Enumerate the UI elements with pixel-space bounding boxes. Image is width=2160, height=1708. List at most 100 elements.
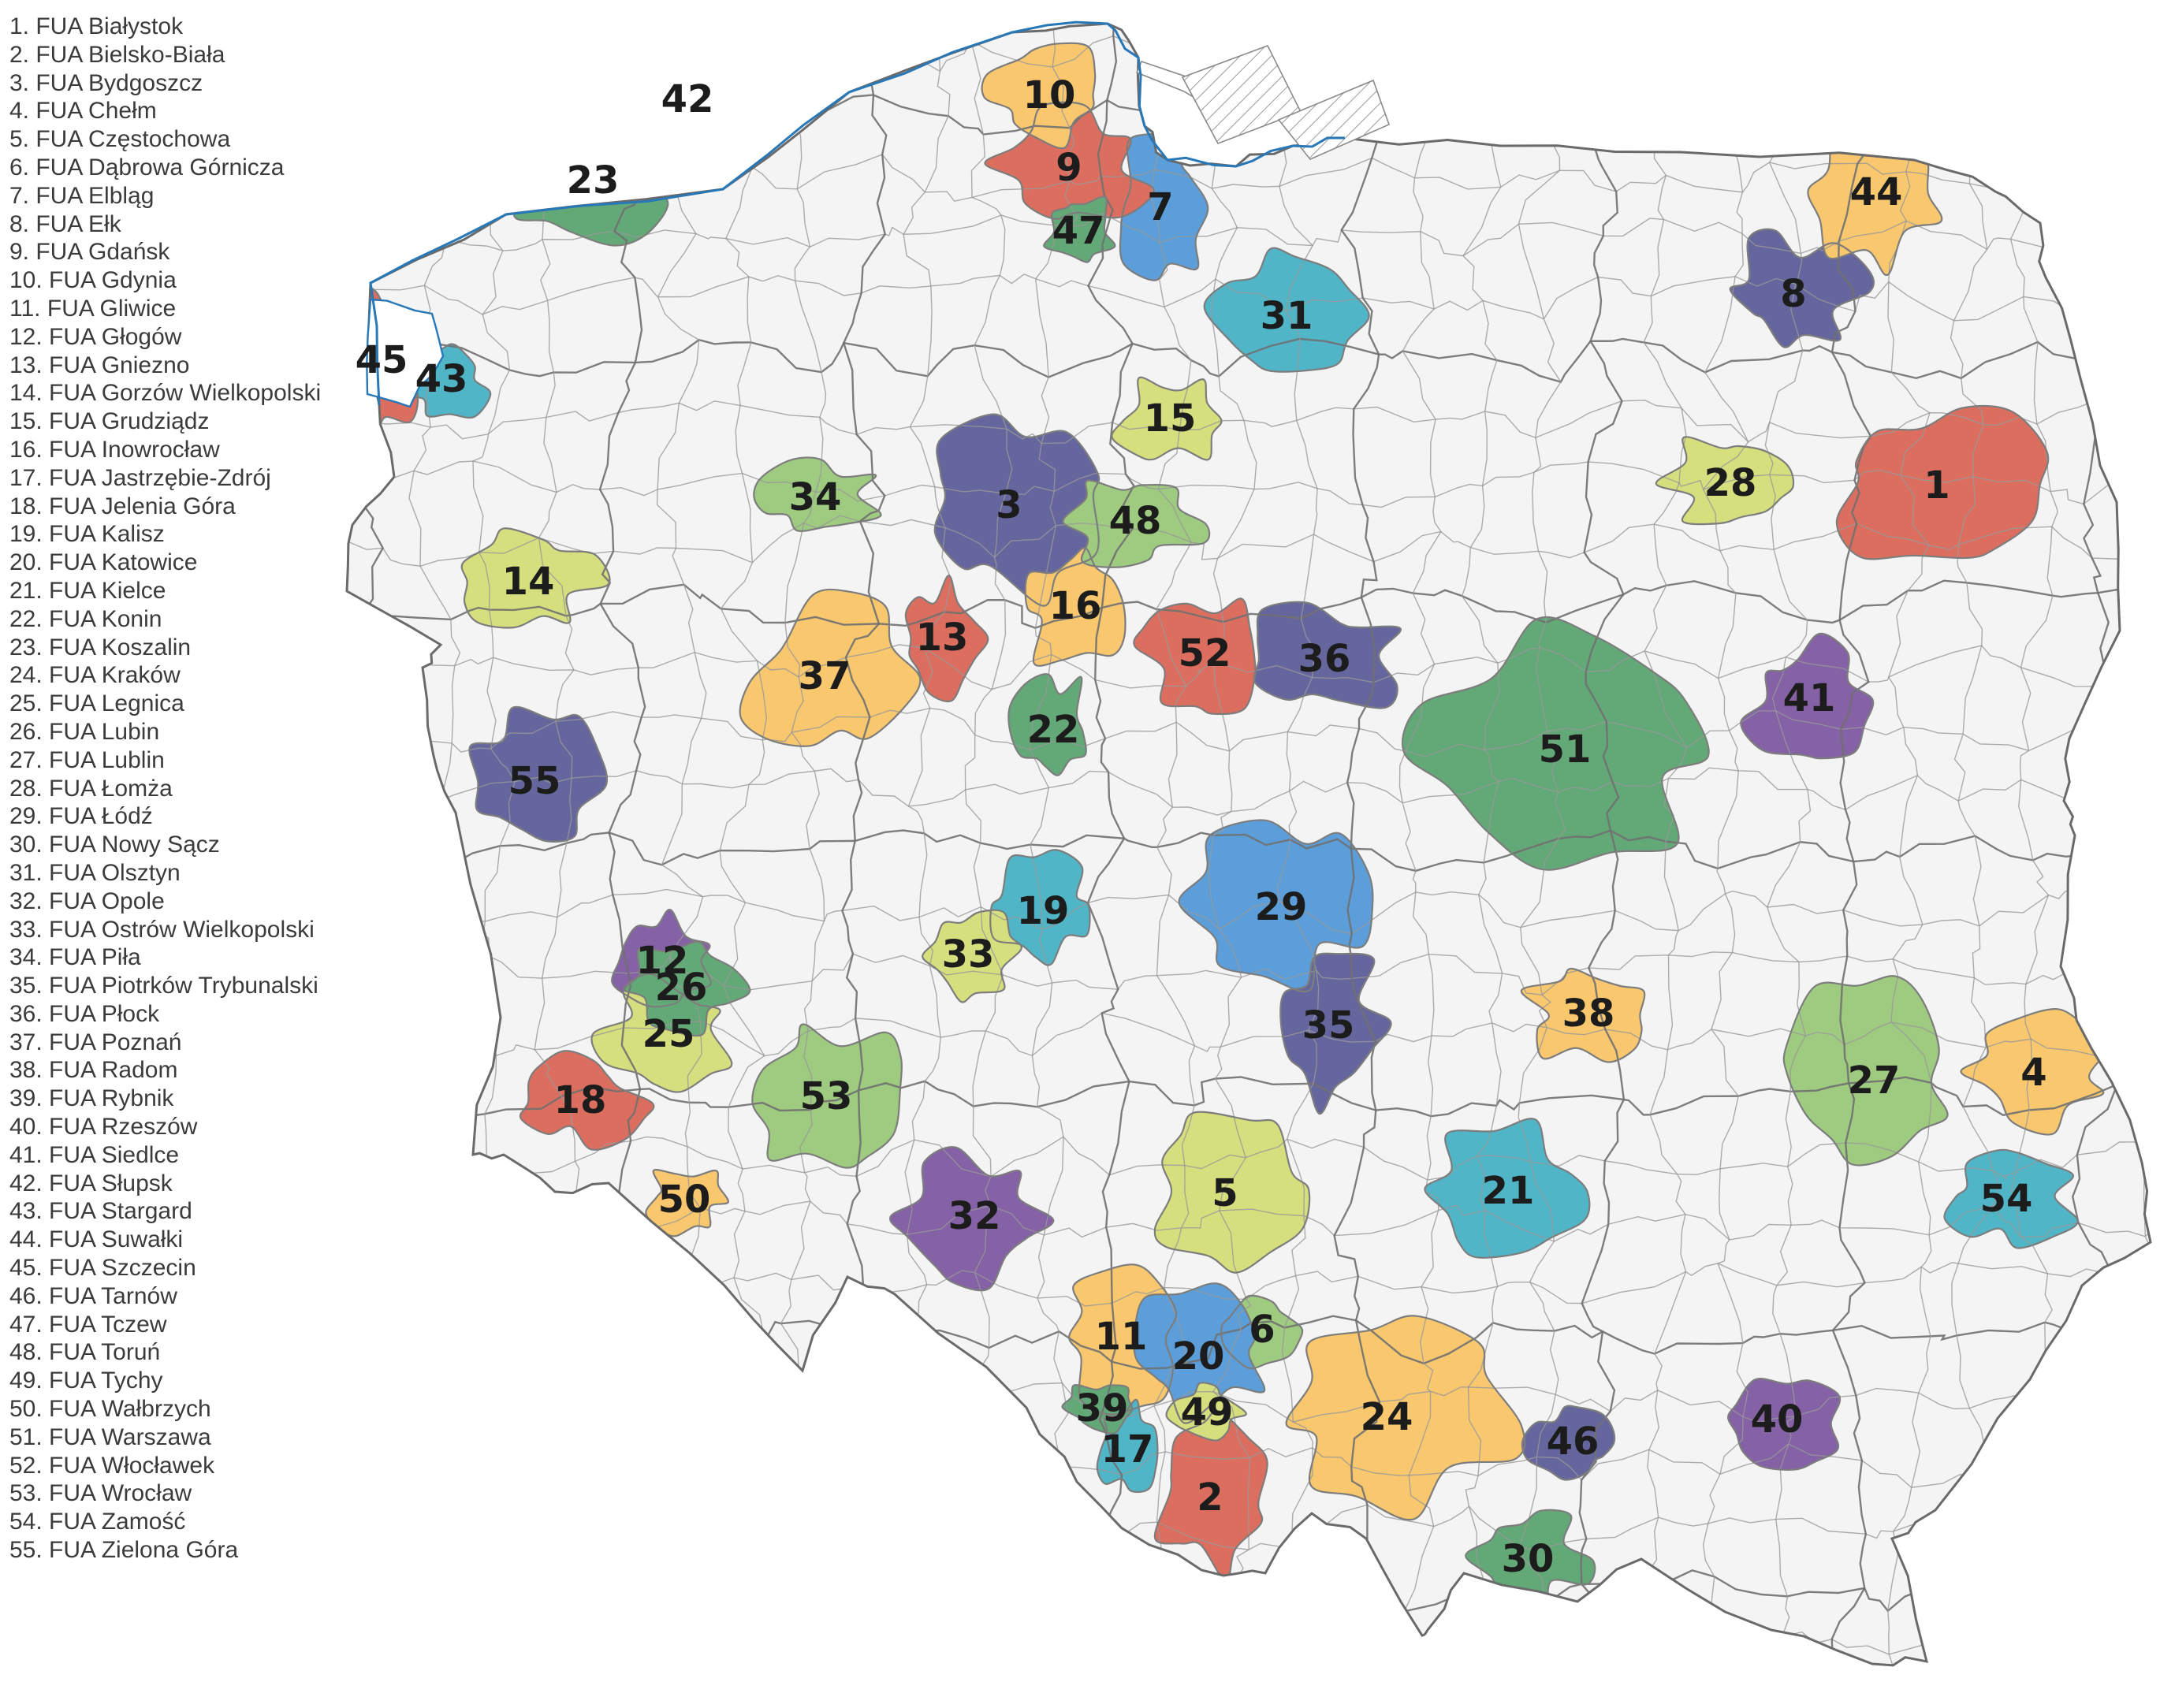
region-label-15: 15 [1144,396,1197,441]
region-label-10: 10 [1023,73,1076,117]
fua-region-35 [1280,953,1391,1114]
legend-item: 49. FUA Tychy [9,1368,163,1394]
region-label-34: 34 [789,475,842,519]
legend-item: 43. FUA Stargard [9,1198,192,1225]
legend-item: 24. FUA Kraków [9,662,181,689]
legend-item: 51. FUA Warszawa [9,1423,211,1450]
fua-region-51 [1402,616,1709,870]
region-label-29: 29 [1255,885,1308,929]
legend-item: 7. FUA Elbląg [9,182,155,209]
region-label-16: 16 [1049,584,1102,628]
region-label-21: 21 [1482,1169,1535,1213]
region-label-25: 25 [642,1012,695,1056]
legend-item: 42. FUA Słupsk [9,1170,173,1196]
fua-region-47 [1044,196,1115,262]
legend-item: 46. FUA Tarnów [9,1282,177,1309]
fua-region-50 [646,1170,728,1237]
legend-item: 12. FUA Głogów [9,323,182,350]
region-label-32: 32 [948,1194,1001,1238]
region-label-8: 8 [1780,272,1806,316]
legend-item: 36. FUA Płock [9,1000,160,1027]
region-label-50: 50 [658,1178,711,1222]
legend-item: 6. FUA Dąbrowa Górnicza [9,154,285,180]
legend-item: 3. FUA Bydgoszcz [9,69,203,96]
fua-region-34 [754,457,881,531]
legend-item: 22. FUA Konin [9,605,162,632]
region-label-17: 17 [1101,1427,1154,1472]
region-label-51: 51 [1539,727,1592,772]
fua-region-27 [1783,976,1948,1166]
fua-region-33 [922,910,1022,1003]
legend-item: 31. FUA Olsztyn [9,859,181,886]
legend-item: 41. FUA Siedlce [9,1141,180,1168]
region-label-3: 3 [996,483,1022,527]
region-label-5: 5 [1212,1171,1238,1215]
legend-item: 50. FUA Wałbrzych [9,1396,211,1423]
fua-region-24 [1286,1315,1525,1520]
legend-item: 8. FUA Ełk [9,210,121,237]
legend-item: 25. FUA Legnica [9,690,184,717]
region-label-2: 2 [1197,1475,1223,1520]
fua-region-48 [1063,480,1210,567]
fua-region-22 [1008,674,1086,776]
region-label-27: 27 [1848,1059,1901,1103]
fua-region-40 [1728,1379,1841,1470]
region-label-19: 19 [1017,889,1070,933]
region-label-40: 40 [1751,1397,1804,1442]
region-label-37: 37 [799,654,851,698]
region-label-26: 26 [655,966,708,1010]
fua-region-41 [1741,633,1874,759]
fua-region-54 [1944,1149,2078,1248]
region-label-49: 49 [1181,1390,1234,1434]
region-label-28: 28 [1704,461,1757,505]
region-label-9: 9 [1056,146,1082,190]
region-label-46: 46 [1547,1420,1600,1464]
region-label-39: 39 [1076,1386,1129,1431]
legend-item: 48. FUA Toruń [9,1339,161,1366]
region-label-4: 4 [2020,1051,2046,1095]
legend-item: 40. FUA Rzeszów [9,1114,198,1141]
legend-item: 39. FUA Rybnik [9,1085,174,1112]
legend-item: 55. FUA Zielona Góra [9,1537,239,1564]
coastline [369,20,1346,406]
fua-region-3 [934,414,1100,606]
region-label-31: 31 [1261,294,1313,338]
region-label-1: 1 [1924,463,1950,508]
legend-item: 19. FUA Kalisz [9,521,165,548]
fua-region-4 [1961,1009,2116,1135]
region-label-45: 45 [356,338,408,382]
legend-item: 30. FUA Nowy Sącz [9,832,220,858]
legend-item: 21. FUA Kielce [9,577,166,604]
legend-item: 16. FUA Inowrocław [9,436,220,463]
region-label-55: 55 [508,759,561,803]
legend-item: 13. FUA Gniezno [9,352,190,378]
fua-region-7 [1119,125,1208,281]
legend-item: 10. FUA Gdynia [9,267,177,294]
legend-item: 33. FUA Ostrów Wielkopolski [9,916,315,943]
legend-item: 14. FUA Gorzów Wielkopolski [9,380,322,407]
region-label-18: 18 [554,1078,607,1122]
legend-item: 9. FUA Gdańsk [9,239,170,266]
fua-region-18 [520,1051,654,1150]
legend-item: 37. FUA Poznań [9,1029,182,1055]
legend-item: 52. FUA Włocławek [9,1452,215,1479]
legend-item: 5. FUA Częstochowa [9,126,231,153]
region-label-12: 12 [636,939,689,983]
region-label-47: 47 [1052,209,1105,253]
legend-item: 18. FUA Jelenia Góra [9,493,236,519]
szczecin-lagoon [366,298,445,408]
region-label-6: 6 [1249,1308,1275,1352]
fua-region-53 [752,1024,902,1168]
region-labels: 1234567891011121314151617181920212223242… [356,73,2047,1581]
fua-region-29 [1179,820,1373,992]
fua-region-32 [890,1147,1054,1291]
region-label-42: 42 [661,77,714,121]
legend-item: 27. FUA Lublin [9,746,165,773]
fua-region-16 [1025,548,1126,666]
region-label-35: 35 [1302,1003,1355,1047]
region-label-14: 14 [502,560,555,604]
fua-region-26 [623,941,750,1036]
region-label-38: 38 [1562,992,1615,1036]
